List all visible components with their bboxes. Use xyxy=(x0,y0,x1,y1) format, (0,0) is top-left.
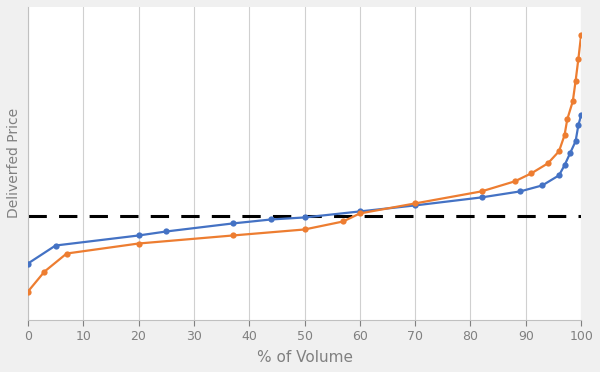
Y-axis label: Deliverfed Price: Deliverfed Price xyxy=(7,108,21,218)
X-axis label: % of Volume: % of Volume xyxy=(257,350,353,365)
